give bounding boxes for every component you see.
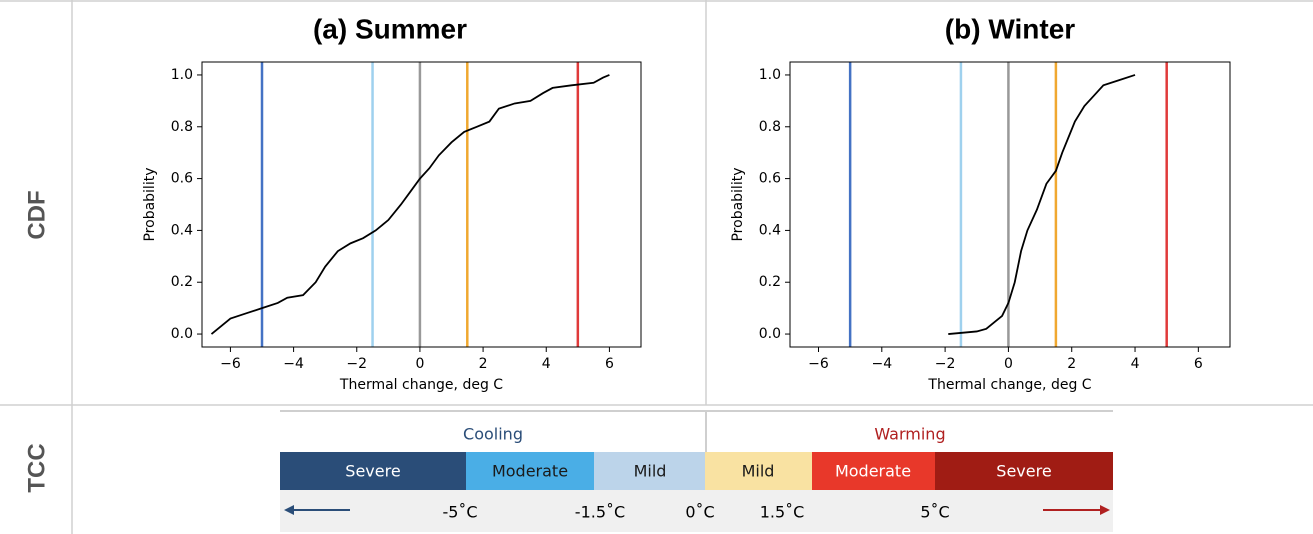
y-tick-label: 0.6 bbox=[759, 171, 781, 187]
class-band bbox=[466, 452, 594, 490]
x-axis-label: Thermal change, deg C bbox=[927, 377, 1091, 393]
class-band bbox=[280, 452, 466, 490]
x-tick-label: −2 bbox=[935, 356, 956, 372]
arrow-head bbox=[284, 505, 294, 515]
cdf-line bbox=[948, 74, 1136, 335]
y-tick-label: 0.6 bbox=[171, 171, 193, 187]
class-band bbox=[812, 452, 935, 490]
class-band bbox=[705, 452, 812, 490]
class-label: Mild bbox=[634, 462, 667, 481]
threshold-label: -1.5˚C bbox=[575, 503, 625, 522]
x-tick-label: −6 bbox=[808, 356, 829, 372]
y-tick-label: 1.0 bbox=[171, 67, 193, 83]
x-tick-label: −6 bbox=[220, 356, 241, 372]
y-tick-label: 1.0 bbox=[759, 67, 781, 83]
x-tick-label: 6 bbox=[1194, 356, 1203, 372]
tcc-scale: Cooling Warming Severe Moderate Mild Mil… bbox=[280, 410, 1113, 532]
class-band bbox=[594, 452, 705, 490]
y-tick-label: 0.2 bbox=[171, 274, 193, 290]
plot-frame bbox=[201, 61, 642, 348]
x-tick-label: 2 bbox=[1067, 356, 1076, 372]
x-tick-label: 6 bbox=[605, 356, 614, 372]
x-tick-label: −4 bbox=[283, 356, 304, 372]
class-band bbox=[935, 452, 1113, 490]
y-tick-label: 0.0 bbox=[171, 326, 193, 342]
y-tick-label: 0.8 bbox=[171, 119, 193, 135]
class-label: Moderate bbox=[492, 462, 568, 481]
x-tick-label: −4 bbox=[871, 356, 892, 372]
class-label: Severe bbox=[345, 462, 400, 481]
x-tick-label: 2 bbox=[479, 356, 488, 372]
y-tick-label: 0.0 bbox=[759, 326, 781, 342]
threshold-band bbox=[280, 490, 1113, 532]
threshold-label: 0˚C bbox=[685, 503, 714, 522]
x-tick-label: −2 bbox=[346, 356, 367, 372]
cdf-line bbox=[210, 74, 610, 335]
plot-frame bbox=[789, 61, 1231, 348]
group-label: Warming bbox=[874, 425, 945, 444]
x-tick-label: 0 bbox=[415, 356, 424, 372]
y-tick-label: 0.4 bbox=[171, 222, 193, 238]
class-label: Mild bbox=[742, 462, 775, 481]
x-tick-label: 4 bbox=[1131, 356, 1140, 372]
chart-title: (a) Summer bbox=[313, 13, 467, 44]
group-label: Cooling bbox=[463, 425, 523, 444]
y-tick-label: 0.8 bbox=[759, 119, 781, 135]
y-tick-label: 0.2 bbox=[759, 274, 781, 290]
class-label: Moderate bbox=[835, 462, 911, 481]
y-tick-label: 0.4 bbox=[759, 222, 781, 238]
y-axis-label: Probability bbox=[730, 167, 746, 241]
row-label: CDF bbox=[23, 190, 50, 239]
threshold-label: 5˚C bbox=[920, 503, 949, 522]
x-tick-label: 4 bbox=[542, 356, 551, 372]
class-label: Severe bbox=[996, 462, 1051, 481]
chart-title: (b) Winter bbox=[945, 13, 1075, 44]
y-axis-label: Probability bbox=[142, 167, 158, 241]
arrow-head bbox=[1100, 505, 1110, 515]
x-axis-label: Thermal change, deg C bbox=[339, 377, 503, 393]
x-tick-label: 0 bbox=[1004, 356, 1013, 372]
threshold-label: -5˚C bbox=[442, 503, 477, 522]
row-label: TCC bbox=[23, 443, 50, 492]
threshold-label: 1.5˚C bbox=[760, 503, 805, 522]
